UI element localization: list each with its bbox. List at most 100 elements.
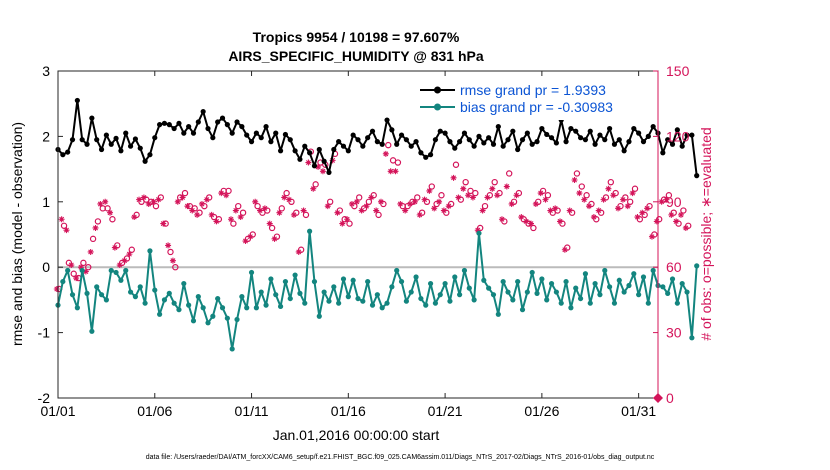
rmse-point	[640, 139, 647, 145]
bias-point	[84, 290, 90, 296]
x-axis: 01/01 01/06 01/11 01/16 01/21 01/26 01/31	[40, 71, 656, 419]
legend-bias-label: bias grand pr = -0.30983	[460, 99, 613, 115]
rmse-point	[403, 137, 409, 143]
rmse-point	[200, 108, 206, 115]
rmse-point	[147, 152, 153, 158]
rmse-point	[248, 139, 255, 145]
evaluated-obs-point	[586, 203, 593, 210]
evaluated-obs-point	[203, 196, 210, 203]
y-right-tick-label: 120	[666, 128, 690, 144]
rmse-point	[582, 137, 589, 143]
y-axis-label: rmse and bias (model - observation)	[9, 122, 25, 346]
rmse-point	[331, 146, 337, 153]
rmse-point	[69, 137, 76, 143]
evaluated-obs-point	[668, 211, 675, 218]
evaluated-obs-point	[174, 198, 181, 205]
bias-point	[239, 294, 245, 300]
bias-point	[321, 289, 327, 295]
bias-point	[205, 320, 211, 326]
bias-point	[331, 284, 337, 290]
evaluated-obs-point	[605, 185, 612, 192]
rmse-point	[292, 148, 298, 154]
bias-point	[558, 300, 564, 306]
bias-point	[548, 280, 555, 287]
bias-point	[166, 290, 172, 296]
bias-point	[626, 282, 632, 289]
evaluated-obs-point	[455, 194, 462, 201]
rmse-point	[563, 139, 569, 145]
evaluated-obs-point	[653, 218, 660, 225]
evaluated-obs-point	[131, 214, 138, 221]
rmse-point	[573, 128, 579, 134]
y-tick-label: 2	[42, 128, 50, 144]
rmse-point	[650, 123, 656, 130]
bias-point	[152, 287, 158, 293]
evaluated-obs-point	[644, 205, 651, 212]
bias-point	[263, 302, 269, 308]
evaluated-obs-point	[227, 216, 234, 223]
possible-obs-point	[167, 248, 174, 256]
evaluated-obs-point	[368, 194, 375, 201]
bias-point	[248, 269, 255, 276]
bias-point	[176, 307, 182, 313]
x-tick-label: 01/31	[621, 403, 656, 419]
possible-obs-point	[385, 141, 392, 149]
evaluated-obs-point	[436, 198, 443, 205]
rmse-point	[195, 119, 201, 125]
evaluated-obs-point	[53, 286, 60, 292]
bias-point	[650, 267, 656, 274]
rmse-point	[486, 135, 492, 141]
bias-point	[244, 305, 250, 311]
rmse-point	[355, 137, 361, 143]
evaluated-obs-point	[242, 238, 249, 245]
bias-point	[621, 289, 627, 295]
bias-point	[418, 295, 424, 302]
bias-point	[582, 271, 589, 277]
rmse-point	[461, 130, 468, 136]
rmse-point	[631, 125, 637, 132]
bias-point	[602, 267, 608, 274]
evaluated-obs-point	[140, 194, 147, 201]
rmse-point	[113, 135, 119, 141]
rmse-point	[457, 139, 463, 145]
evaluated-obs-point	[474, 227, 481, 234]
rmse-point	[118, 148, 124, 154]
bias-point	[307, 228, 313, 234]
rmse-point	[94, 137, 100, 143]
rmse-point	[190, 130, 197, 136]
bias-point	[190, 318, 197, 324]
bias-point	[544, 297, 550, 303]
possible-obs-point	[462, 178, 469, 186]
rmse-point	[597, 132, 603, 138]
plot-area	[58, 71, 658, 398]
rmse-point	[539, 125, 545, 132]
rmse-point	[98, 146, 105, 153]
rmse-point	[340, 143, 347, 149]
bias-point	[340, 276, 347, 282]
evaluated-obs-point	[310, 185, 317, 192]
bias-point	[210, 313, 216, 319]
plot-background	[58, 71, 658, 398]
rmse-point	[679, 143, 685, 149]
legend-bias-marker	[434, 103, 441, 111]
bias-point	[640, 274, 647, 280]
bias-point	[669, 276, 676, 282]
evaluated-obs-point	[111, 244, 118, 251]
possible-obs-point	[452, 161, 460, 168]
bias-point	[490, 292, 497, 298]
bias-point	[200, 305, 206, 311]
bias-point	[171, 300, 177, 306]
rmse-point	[374, 139, 380, 145]
bias-point	[679, 280, 685, 287]
bias-point	[74, 305, 80, 311]
rmse-point	[239, 123, 245, 130]
evaluated-obs-point	[600, 196, 607, 203]
evaluated-obs-point	[63, 227, 70, 234]
bias-point	[505, 289, 511, 295]
rmse-point	[132, 136, 139, 142]
bias-point	[273, 292, 279, 298]
bias-point	[292, 272, 298, 278]
evaluated-obs-point	[407, 200, 414, 207]
bias-point	[379, 305, 385, 311]
